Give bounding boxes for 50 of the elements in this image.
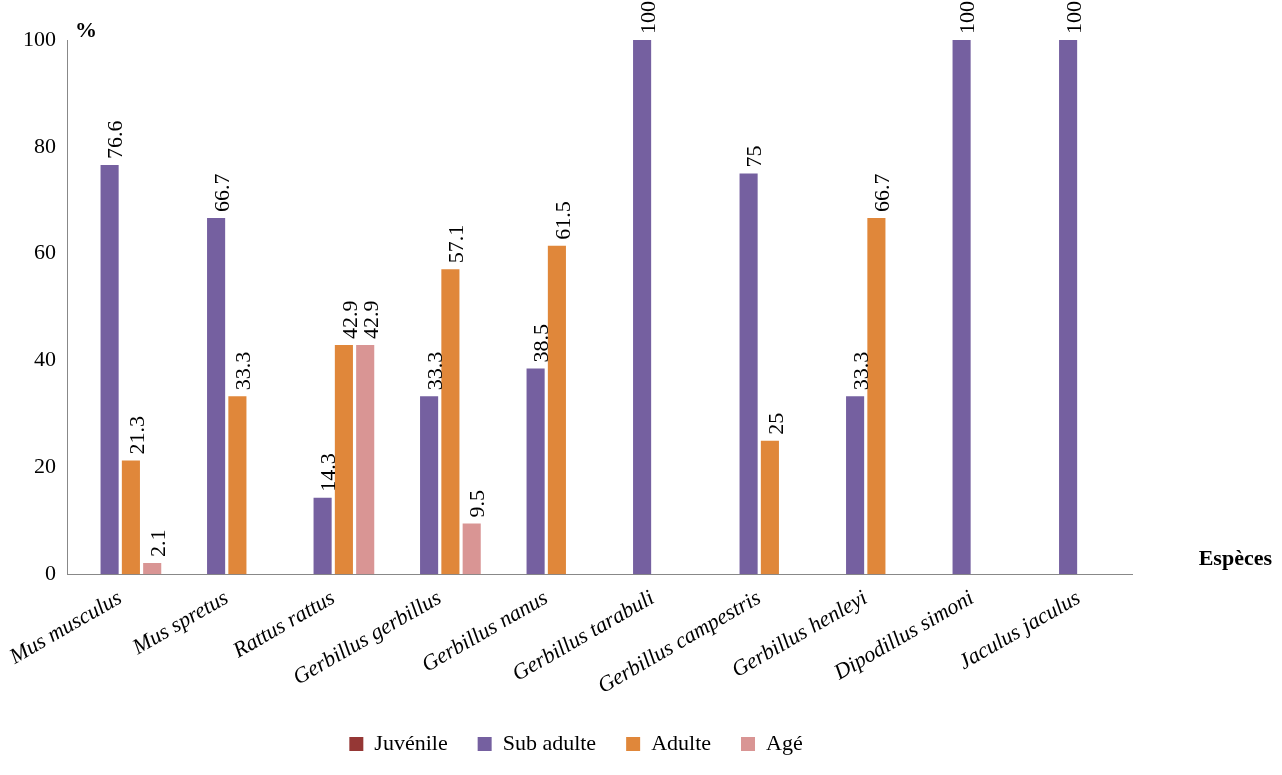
data-label: 61.5 [549, 201, 575, 240]
data-label: 100 [1060, 1, 1086, 34]
bar [462, 523, 481, 575]
bar [526, 368, 545, 575]
data-label: 57.1 [443, 224, 469, 264]
legend-label: Juvénile [374, 729, 448, 755]
y-tick-label: 80 [34, 132, 56, 158]
data-label: 66.7 [208, 173, 234, 212]
data-label: 25 [762, 412, 788, 435]
y-tick-label: 100 [23, 25, 56, 51]
bar [739, 173, 758, 575]
y-tick-label: 40 [34, 346, 56, 372]
bar [952, 40, 971, 575]
bar [867, 217, 886, 575]
data-label: 76.6 [102, 120, 128, 159]
bar [441, 269, 460, 575]
data-label: 66.7 [869, 173, 895, 212]
data-label: 100 [954, 1, 980, 34]
bar [121, 460, 140, 575]
data-label: 2.1 [144, 529, 170, 557]
data-label: 33.3 [847, 351, 873, 391]
legend-label: Adulte [651, 729, 712, 755]
bar [633, 40, 652, 575]
data-label: 9.5 [464, 489, 490, 518]
y-axis-title: % [75, 16, 97, 42]
data-label: 75 [741, 145, 767, 168]
data-label: 100 [634, 1, 660, 34]
y-tick-label: 60 [34, 239, 56, 265]
bar [143, 562, 162, 575]
bar [1059, 40, 1078, 575]
bar [547, 245, 566, 575]
legend-label: Sub adulte [502, 729, 597, 755]
bar [760, 440, 779, 575]
bar [228, 396, 247, 575]
bar [100, 165, 119, 575]
data-label: 14.3 [315, 453, 341, 492]
data-label: 21.3 [123, 415, 149, 455]
bar [207, 217, 226, 575]
bar [356, 345, 375, 575]
legend-label: Agé [766, 729, 803, 755]
data-label: 33.3 [230, 351, 256, 391]
y-tick-label: 20 [34, 453, 56, 479]
x-axis-title: Espèces [1198, 544, 1273, 570]
bar [334, 345, 353, 575]
bar [420, 396, 439, 575]
bar [846, 396, 865, 575]
bar [313, 497, 332, 575]
data-label: 33.3 [421, 351, 447, 391]
data-label: 38.5 [528, 324, 554, 363]
y-tick-label: 0 [45, 559, 56, 585]
